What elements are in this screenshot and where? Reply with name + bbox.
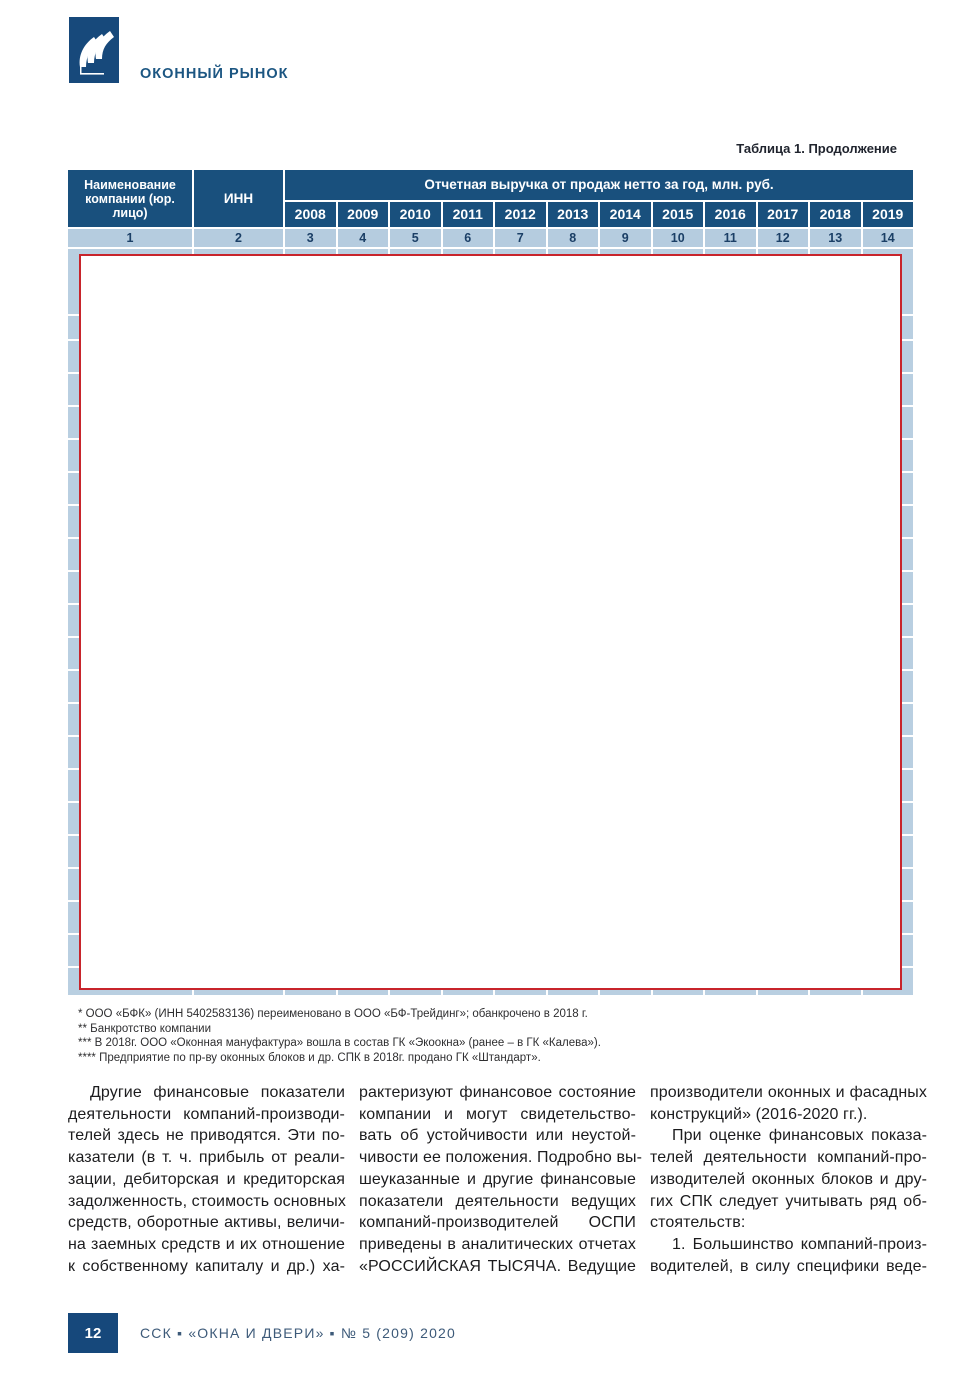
redacted-data-overlay (79, 254, 902, 990)
publisher-logo (69, 17, 119, 83)
col-header-inn: ИНН (194, 170, 283, 227)
text-line: конструкций» (2016-2020 гг.). (650, 1105, 868, 1123)
text-line: приведены в аналитических отчетах (359, 1235, 636, 1253)
revenue-table: Наименование компании (юр. лицо) ИНН Отч… (68, 170, 913, 995)
text-line: средств, оборотные активы, величи- (68, 1214, 345, 1232)
year-header-cell: 2010 (390, 202, 441, 227)
table-caption: Таблица 1. Продолжение (736, 141, 897, 156)
text-line: показатели деятельности ведущих (359, 1192, 636, 1210)
table-footnotes: * ООО «БФК» (ИНН 5402583136) переименова… (78, 1007, 778, 1065)
text-line: производители оконных и фасадных (650, 1084, 927, 1101)
table-header: Наименование компании (юр. лицо) ИНН Отч… (68, 170, 913, 247)
year-header-cell: 2009 (337, 202, 388, 227)
text-line: вать об устойчивости или неустой- (359, 1127, 636, 1145)
text-line: к собственному капиталу и др.) ха- (68, 1257, 345, 1275)
text-line: изводителей оконных блоков и дру- (650, 1170, 927, 1188)
text-line: «РОССИЙСКАЯ ТЫСЯЧА. Ведущие (359, 1257, 636, 1275)
text-line: шеуказанные и другие финансовые (359, 1170, 636, 1188)
year-header-cell: 2012 (495, 202, 546, 227)
column-number-cell: 8 (547, 229, 598, 247)
text-line: телей деятельности компаний-про- (650, 1149, 927, 1167)
col-header-company: Наименование компании (юр. лицо) (68, 170, 192, 227)
footnote-line: ** Банкротство компании (78, 1022, 212, 1035)
year-header-cell: 2014 (600, 202, 651, 227)
table-body (68, 249, 913, 995)
column-number-cell: 14 (862, 229, 913, 247)
text-line: гих СПК следует учитывать ряд об- (650, 1192, 927, 1210)
text-line: водителей, в силу специфики веде- (650, 1257, 927, 1275)
column-number-cell: 2 (194, 229, 283, 247)
column-number-cell: 9 (600, 229, 651, 247)
section-title: ОКОННЫЙ РЫНОК (140, 66, 289, 82)
footnote-line: **** Предприятие по пр-ву оконных блоков… (78, 1051, 541, 1064)
text-line: 1. Большинство компаний-произ- (672, 1235, 927, 1253)
year-header-cell: 2011 (442, 202, 493, 227)
text-line: стоятельств: (650, 1214, 746, 1232)
column-number-cell: 3 (285, 229, 336, 247)
page-number: 12 (68, 1313, 118, 1353)
text-line: компаний-производителей ОСПИ (359, 1214, 636, 1232)
column-number-cell: 12 (757, 229, 808, 247)
column-number-cell: 7 (495, 229, 546, 247)
footnote-line: *** В 2018г. ООО «Оконная мануфактура» в… (78, 1037, 601, 1049)
column-number-cell: 6 (442, 229, 493, 247)
text-line: компании и могут свидетельство- (359, 1105, 636, 1123)
year-header-cell: 2013 (547, 202, 598, 227)
text-line: задолженность, стоимость основных (68, 1192, 346, 1210)
column-number-cell: 13 (810, 229, 861, 247)
year-header-cell: 2016 (705, 202, 756, 227)
column-number-cell: 4 (337, 229, 388, 247)
text-line: деятельности компаний-производи- (68, 1105, 345, 1123)
column-number-cell: 1 (68, 229, 192, 247)
year-header-cell: 2015 (652, 202, 703, 227)
column-number-cell: 5 (390, 229, 441, 247)
col-header-revenue-span: Отчетная выручка от продаж нетто за год,… (285, 170, 913, 200)
year-header-cell: 2017 (757, 202, 808, 227)
swoosh-icon (79, 31, 114, 75)
column-number-cell: 10 (652, 229, 703, 247)
article-text: Другие финансовые показатели деятельности… (68, 1082, 927, 1277)
text-line: телей здесь не приводятся. Эти по- (68, 1127, 345, 1145)
text-line: на заемных средств и их отношение (68, 1235, 345, 1253)
text-line: При оценке финансовых показа- (672, 1127, 927, 1145)
column-number-cell: 11 (705, 229, 756, 247)
text-column-1: Другие финансовые показатели деятельности… (68, 1082, 346, 1277)
text-line: казатели (в т. ч. прибыль от реали- (68, 1149, 345, 1167)
text-line: зации, дебиторская и кредиторская (68, 1170, 345, 1188)
text-line: Другие финансовые показатели (90, 1084, 345, 1101)
footer-imprint: ССК ▪ «ОКНА И ДВЕРИ» ▪ № 5 (209) 2020 (140, 1325, 457, 1341)
year-header-cell: 2019 (862, 202, 913, 227)
text-column-2: рактеризуют финансовое состояние компании… (359, 1082, 643, 1277)
footnote-line: * ООО «БФК» (ИНН 5402583136) переименова… (78, 1008, 588, 1020)
text-line: чивости ее положения. Подробно вы- (359, 1149, 643, 1167)
text-line: рактеризуют финансовое состояние (359, 1084, 636, 1101)
text-column-3: производители оконных и фасадных конструк… (650, 1082, 927, 1277)
year-header-cell: 2008 (285, 202, 336, 227)
year-header-cell: 2018 (810, 202, 861, 227)
